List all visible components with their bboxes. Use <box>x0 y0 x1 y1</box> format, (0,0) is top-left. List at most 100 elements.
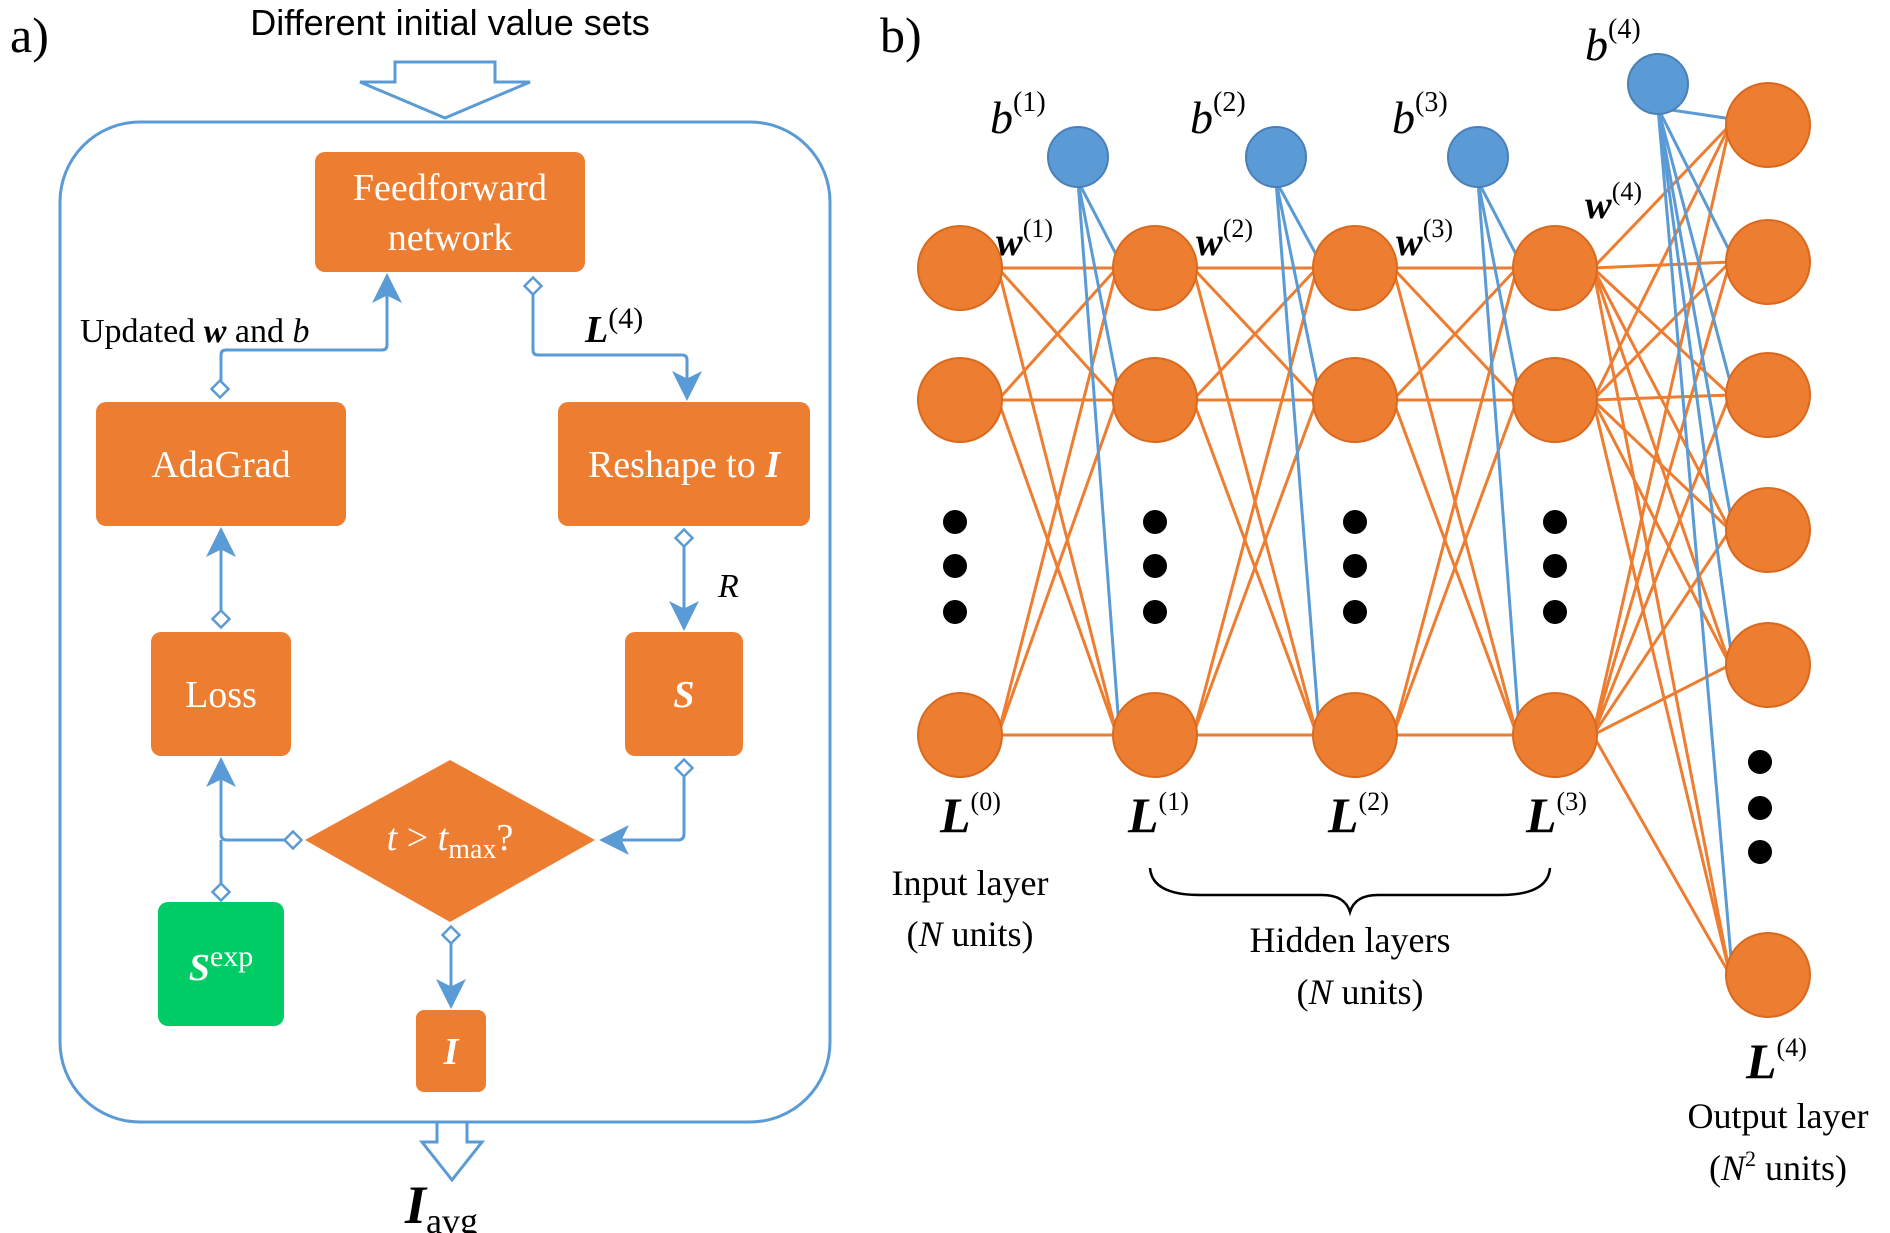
layer-2-sup: (2) <box>1359 787 1389 816</box>
layer-4-sup: (4) <box>1777 1033 1807 1062</box>
input-layer-units: (N units) <box>906 914 1033 954</box>
bias-label-3: b(3) <box>1392 87 1448 143</box>
updated-and: and <box>226 313 292 350</box>
adagrad-label: AdaGrad <box>151 444 290 486</box>
decision-gt: > <box>397 817 437 859</box>
ellipsis-dot <box>943 554 967 578</box>
decision-label: t > tmax? <box>387 817 514 865</box>
weight-edge <box>1391 266 1519 402</box>
layer-4-base: L <box>1745 1033 1777 1089</box>
bias-label-2: b(2) <box>1190 87 1246 143</box>
s-box <box>625 632 743 756</box>
updated-b: b <box>292 313 309 350</box>
ellipsis-dot <box>1343 600 1367 624</box>
bias-edge <box>1476 180 1521 261</box>
layer-3-sup: (3) <box>1557 787 1587 816</box>
updated-weights-label: Updated w and b <box>80 313 309 350</box>
feedforward-box <box>315 152 585 272</box>
reshape-box <box>558 402 810 526</box>
bias-edge <box>1656 107 1734 660</box>
connector-s-diamond <box>599 768 686 855</box>
orange-weight-edges <box>996 123 1732 976</box>
bias-edge <box>1476 180 1521 728</box>
blue-bias-edges <box>1076 106 1734 970</box>
output-neuron-4 <box>1725 622 1811 708</box>
bias-edge <box>1656 107 1734 525</box>
bias-4-sup: (4) <box>1608 14 1641 45</box>
neuron-l3-0 <box>1512 225 1598 311</box>
ellipsis-dot <box>1143 600 1167 624</box>
layer-2-base: L <box>1327 787 1359 843</box>
feedforward-line2: network <box>388 217 513 259</box>
bias-edge <box>1076 180 1121 393</box>
bias-4-base: b <box>1585 19 1608 70</box>
panel-b-label: b) <box>880 7 922 63</box>
output-neuron-0 <box>1725 82 1811 168</box>
loss-box <box>151 632 291 756</box>
layer-3-base: L <box>1525 787 1557 843</box>
output-layer-caption: Output layer <box>1688 1096 1869 1136</box>
input-units-rest: units) <box>943 914 1034 954</box>
i-output-label: I <box>443 1031 460 1073</box>
connector-diamond-loss <box>206 757 290 842</box>
bias-edge <box>1656 107 1734 970</box>
bias-edge <box>1656 107 1734 390</box>
neuron-l1-0 <box>1112 225 1198 311</box>
weight-1-base: w <box>996 219 1023 264</box>
weight-edge <box>1591 399 1732 976</box>
layer-label-0: L(0) <box>939 787 1001 843</box>
r-label: R <box>717 568 739 605</box>
weight-edge <box>1591 398 1732 532</box>
neuron-l1-2 <box>1112 692 1198 778</box>
bias-edge <box>1274 180 1321 393</box>
bias-edge <box>1076 180 1121 261</box>
bias-1-sup: (1) <box>1013 87 1046 118</box>
weight-edge <box>1591 261 1732 736</box>
bias-edge <box>1274 180 1321 261</box>
weight-edge <box>1591 124 1732 736</box>
adagrad-box <box>96 402 346 526</box>
flow-connectors <box>206 273 702 1009</box>
ellipsis-dot <box>1143 510 1167 534</box>
ellipsis-dot <box>1748 840 1772 864</box>
weight-4-base: w <box>1585 182 1612 227</box>
output-units-sup: 2 <box>1745 1146 1756 1171</box>
neuron-l0-1 <box>917 357 1003 443</box>
i-avg-sub: avg <box>426 1201 478 1233</box>
decision-diamond <box>305 760 595 922</box>
weight-edge <box>1391 399 1519 736</box>
s-exp-label: Sexp <box>189 940 253 989</box>
bias-node-4 <box>1627 53 1689 115</box>
bias-edge <box>1076 180 1121 728</box>
layer-1-sup: (1) <box>1159 787 1189 816</box>
weight-edge <box>1591 267 1732 976</box>
loss-label: Loss <box>185 674 257 716</box>
neuron-l2-1 <box>1312 357 1398 443</box>
ellipsis-dot <box>1543 600 1567 624</box>
hidden-layers-brace <box>1148 867 1552 917</box>
panel-b: b) b(1) b(2) b(3) b(4) w(1) w(2) w(3) w(… <box>880 7 1868 1188</box>
s-exp-box <box>158 902 284 1026</box>
weight-edge <box>1591 734 1732 976</box>
i-output-box <box>416 1010 486 1092</box>
decision-t: t <box>387 817 399 859</box>
decision-tmax: t <box>438 817 450 859</box>
ellipsis-dot <box>1748 796 1772 820</box>
output-units-rest: units) <box>1756 1148 1847 1188</box>
weight-1-sup: (1) <box>1023 214 1053 243</box>
output-neuron-1 <box>1725 219 1811 305</box>
output-layer-units: (N2 units) <box>1709 1146 1847 1188</box>
weight-edge <box>1591 399 1732 666</box>
ellipsis-dot <box>943 600 967 624</box>
bias-1-base: b <box>990 92 1013 143</box>
connector-adagrad-feedforward <box>219 273 402 390</box>
ellipsis-dot <box>1543 554 1567 578</box>
weight-3-base: w <box>1396 219 1423 264</box>
input-hollow-arrow <box>359 60 531 120</box>
neuron-l2-0 <box>1312 225 1398 311</box>
output-units-open: ( <box>1709 1148 1721 1188</box>
output-neuron-3 <box>1725 487 1811 573</box>
bias-edge <box>1476 180 1521 393</box>
input-units-n: N <box>917 914 944 954</box>
